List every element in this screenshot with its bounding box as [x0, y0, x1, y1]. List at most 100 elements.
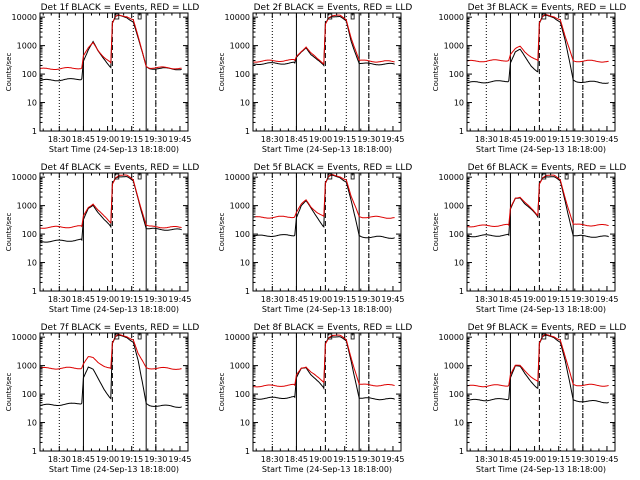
x-tick-label: 19:30 — [357, 135, 380, 144]
y-tick-label: 1 — [245, 287, 250, 296]
y-tick-label: 1 — [32, 287, 37, 296]
y-axis-label: Counts/sec — [218, 213, 226, 252]
x-tick-label: 19:00 — [309, 295, 332, 304]
x-axis-label: Start Time (24-Sep-13 18:18:00) — [262, 465, 392, 474]
x-tick-label: 19:00 — [96, 135, 119, 144]
x-tick-label: 18:45 — [72, 135, 95, 144]
x-tick-label: 18:30 — [48, 135, 71, 144]
y-tick-label: 1 — [459, 447, 464, 456]
y-tick-label: 100 — [235, 70, 250, 79]
x-tick-label: 18:30 — [261, 295, 284, 304]
x-tick-label: 19:30 — [144, 295, 167, 304]
flag-marker — [541, 173, 547, 180]
x-tick-label: 19:00 — [309, 455, 332, 464]
events-series-line — [253, 336, 395, 401]
y-tick-label: 1000 — [230, 42, 250, 51]
y-tick-label: 10000 — [12, 333, 37, 342]
events-series-line — [40, 334, 182, 408]
y-tick-label: 10 — [240, 419, 250, 428]
flag-marker — [327, 13, 333, 20]
x-tick-label: 18:45 — [285, 455, 308, 464]
x-tick-label: 19:15 — [333, 135, 356, 144]
panel-6: Det 6f BLACK = Events, RED = LLD 1 10 100 10… — [432, 163, 626, 314]
x-tick-label: 19:30 — [571, 295, 594, 304]
events-series-line — [253, 16, 395, 67]
lld-series-line — [467, 333, 609, 388]
x-tick-label: 19:45 — [595, 295, 618, 304]
y-tick-label: 1 — [245, 447, 250, 456]
x-tick-label: 18:45 — [499, 135, 522, 144]
y-axis-label: Counts/sec — [5, 373, 13, 412]
lld-series-line — [467, 174, 609, 228]
y-tick-label: 1000 — [17, 42, 37, 51]
y-tick-label: 10000 — [12, 13, 37, 22]
flag-marker — [114, 173, 120, 180]
y-tick-label: 10000 — [439, 173, 464, 182]
y-tick-label: 10000 — [439, 13, 464, 22]
x-tick-label: 19:30 — [144, 455, 167, 464]
y-tick-label: 100 — [22, 230, 37, 239]
flag-marker — [541, 13, 547, 20]
panel-5: Det 5f BLACK = Events, RED = LLD 1 10 100 10… — [218, 163, 412, 314]
panel-title: Det 9f BLACK = Events, RED = LLD — [468, 323, 627, 333]
x-tick-label: 19:15 — [120, 135, 143, 144]
events-series-line — [40, 176, 182, 243]
y-tick-label: 100 — [235, 390, 250, 399]
panel-title: Det 6f BLACK = Events, RED = LLD — [468, 163, 627, 173]
panel-title: Det 8f BLACK = Events, RED = LLD — [254, 323, 413, 333]
lld-series-line — [40, 14, 182, 70]
x-tick-label: 19:15 — [547, 455, 570, 464]
x-tick-label: 19:00 — [523, 295, 546, 304]
lld-series-line — [467, 13, 609, 63]
x-tick-label: 19:45 — [595, 455, 618, 464]
y-axis-label: Counts/sec — [432, 53, 440, 92]
plot-frame — [252, 12, 402, 132]
flag-marker — [327, 173, 333, 180]
lld-series-line — [253, 173, 395, 219]
plot-frame — [39, 332, 189, 452]
flag-marker — [114, 333, 120, 340]
x-tick-label: 18:45 — [285, 135, 308, 144]
x-axis-label: Start Time (24-Sep-13 18:18:00) — [476, 305, 606, 314]
x-tick-label: 19:45 — [381, 295, 404, 304]
y-axis-label: Counts/sec — [432, 213, 440, 252]
x-tick-label: 18:30 — [475, 135, 498, 144]
x-axis-label: Start Time (24-Sep-13 18:18:00) — [262, 305, 392, 314]
panel-7: Det 7f BLACK = Events, RED = LLD 1 10 100 10… — [5, 323, 199, 474]
panel-title: Det 1f BLACK = Events, RED = LLD — [41, 3, 200, 13]
y-tick-label: 100 — [22, 390, 37, 399]
x-tick-label: 19:15 — [547, 295, 570, 304]
plot-frame — [466, 332, 616, 452]
plot-frame — [252, 172, 402, 292]
x-axis-label: Start Time (24-Sep-13 18:18:00) — [262, 145, 392, 154]
y-axis-label: Counts/sec — [218, 53, 226, 92]
x-tick-label: 19:30 — [144, 135, 167, 144]
panel-9: Det 9f BLACK = Events, RED = LLD 1 10 100 10… — [432, 323, 626, 474]
panel-3: Det 3f BLACK = Events, RED = LLD 1 10 100 10… — [432, 3, 626, 154]
flag-marker — [327, 333, 333, 340]
x-tick-label: 19:45 — [168, 135, 191, 144]
y-axis-label: Counts/sec — [218, 373, 226, 412]
x-tick-label: 19:30 — [571, 455, 594, 464]
lld-series-line — [253, 334, 395, 388]
y-tick-label: 1000 — [230, 202, 250, 211]
y-tick-label: 100 — [449, 390, 464, 399]
x-tick-label: 19:45 — [381, 455, 404, 464]
y-tick-label: 10 — [27, 99, 37, 108]
x-axis-label: Start Time (24-Sep-13 18:18:00) — [49, 305, 179, 314]
y-tick-label: 10000 — [225, 173, 250, 182]
y-tick-label: 100 — [235, 230, 250, 239]
x-tick-label: 19:45 — [595, 135, 618, 144]
x-tick-label: 19:15 — [333, 295, 356, 304]
x-tick-label: 19:30 — [357, 295, 380, 304]
x-tick-label: 19:15 — [120, 455, 143, 464]
y-tick-label: 10 — [454, 419, 464, 428]
y-tick-label: 1 — [459, 287, 464, 296]
y-tick-label: 100 — [449, 70, 464, 79]
x-axis-label: Start Time (24-Sep-13 18:18:00) — [476, 465, 606, 474]
panel-title: Det 5f BLACK = Events, RED = LLD — [254, 163, 413, 173]
lld-series-line — [253, 14, 395, 65]
panel-2: Det 2f BLACK = Events, RED = LLD 1 10 100 10… — [218, 3, 412, 154]
y-tick-label: 10000 — [12, 173, 37, 182]
